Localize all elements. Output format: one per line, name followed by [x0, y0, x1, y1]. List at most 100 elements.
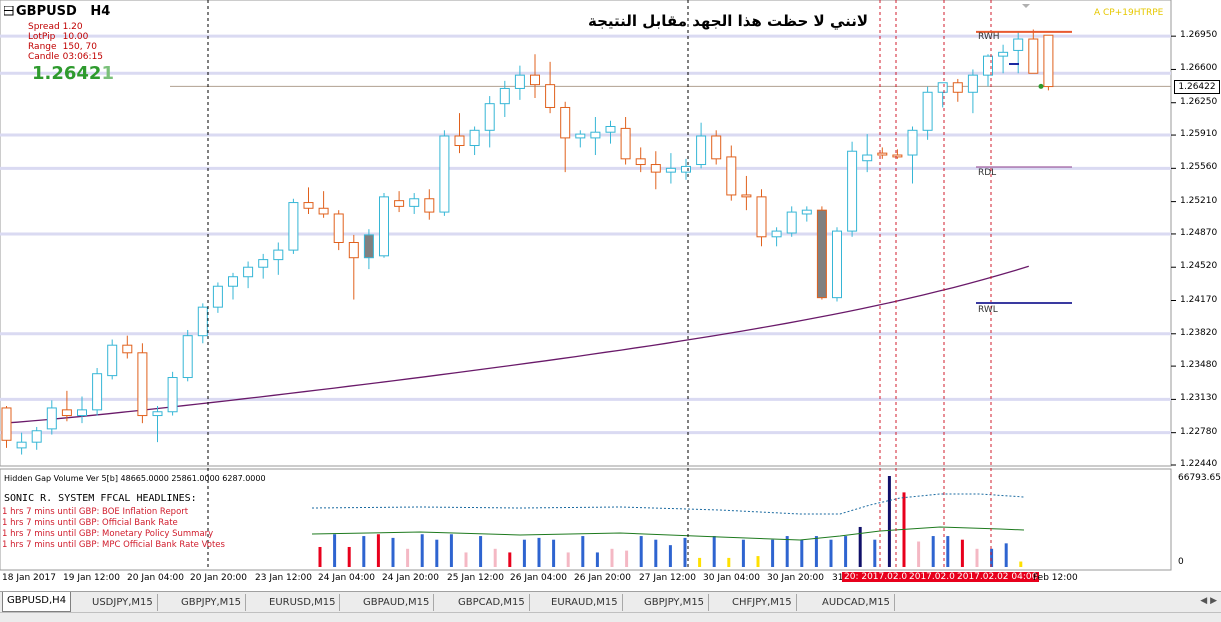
candle-body — [454, 135, 465, 147]
time-label: 18 Jan 2017 — [2, 573, 56, 583]
candle-body — [575, 133, 586, 139]
candle-body — [379, 196, 389, 257]
candle-body — [77, 409, 87, 417]
tab-usdjpy-m15[interactable]: USDJPY,M15 — [88, 594, 158, 611]
candle-body — [409, 198, 420, 207]
candle-body — [983, 55, 993, 76]
tab-gbpjpy-m15[interactable]: GBPJPY,M15 — [177, 594, 247, 611]
volume-bar — [508, 552, 512, 567]
cp-tag: A CP+19HTRPE — [1094, 8, 1164, 18]
price-tick-label: 1.26950 — [1180, 30, 1218, 41]
price-tick-label: 1.23820 — [1180, 327, 1218, 338]
volume-bar — [435, 539, 439, 567]
tab-scroll-arrows[interactable]: ◀ ▶ — [1200, 596, 1217, 606]
tab-eurusd-m15[interactable]: EURUSD,M15 — [265, 594, 341, 611]
volume-bar — [858, 526, 862, 567]
volume-bar — [493, 548, 497, 567]
tab-gbpcad-m15[interactable]: GBPCAD,M15 — [454, 594, 530, 611]
headline-item: 1 hrs 7 mins until GBP: MPC Official Ban… — [2, 540, 225, 550]
candle-body — [620, 127, 631, 160]
price-tick-label: 1.24520 — [1180, 261, 1218, 272]
volume-bar — [595, 552, 599, 567]
headline-item: 1 hrs 7 mins until GBP: Official Bank Ra… — [2, 518, 178, 528]
price-tick-label: 1.22440 — [1180, 459, 1218, 469]
candle-body — [484, 103, 495, 131]
tab-gbpaud-m15[interactable]: GBPAUD,M15 — [359, 594, 435, 611]
candle-body — [998, 51, 1009, 57]
price-tick-label: 1.25210 — [1180, 195, 1218, 206]
price-tick-label: 1.26600 — [1180, 63, 1218, 74]
volume-bar — [668, 545, 672, 567]
candle-body — [1043, 34, 1054, 88]
candle-body — [816, 209, 827, 299]
tab-gbpjpy-m15-2[interactable]: GBPJPY,M15 — [640, 594, 710, 611]
volume-bar — [537, 537, 541, 567]
volume-bar — [829, 539, 833, 567]
volume-bar — [566, 552, 570, 567]
candle-body — [197, 306, 208, 337]
candle-body — [771, 230, 782, 238]
candle-body — [318, 207, 329, 215]
volume-bar — [712, 536, 716, 567]
volume-bar — [873, 539, 877, 567]
volume-bar — [785, 536, 789, 567]
candle-body — [786, 211, 797, 234]
candle-body — [967, 74, 978, 93]
volume-bar — [975, 548, 979, 567]
tab-chfjpy-m15[interactable]: CHFJPY,M15 — [728, 594, 797, 611]
volume-bar — [931, 536, 935, 567]
time-label: Feb 12:00 — [1033, 573, 1078, 583]
shift-marker-icon — [1022, 4, 1030, 8]
candle-body — [92, 373, 103, 411]
volume-bar — [376, 534, 380, 567]
candle-body — [31, 430, 42, 443]
candle-body — [545, 84, 556, 108]
price-chart[interactable] — [0, 0, 1221, 591]
price-tick-label: 1.24870 — [1180, 227, 1218, 238]
tab-euraud-m15[interactable]: EURAUD,M15 — [547, 594, 623, 611]
volume-bar — [391, 537, 395, 567]
volume-bar — [1019, 561, 1023, 567]
time-label: 20 Jan 04:00 — [127, 573, 184, 583]
volume-bar — [1004, 543, 1008, 567]
status-bar — [0, 612, 1221, 622]
volume-bar — [318, 546, 322, 567]
price-tick-label: 1.23130 — [1180, 393, 1218, 404]
price-tick-label: 1.23480 — [1180, 360, 1218, 371]
candle-body — [952, 82, 963, 93]
time-axis: 18 Jan 2017 19 Jan 12:00 20 Jan 04:00 20… — [0, 570, 1221, 586]
time-label: 26 Jan 20:00 — [574, 573, 631, 583]
candles — [1, 29, 1054, 455]
volume-bar — [610, 548, 614, 567]
volume-bar — [654, 539, 658, 567]
volume-bar — [887, 476, 891, 567]
volume-bar — [625, 550, 629, 567]
tab-audcad-m15[interactable]: AUDCAD,M15 — [818, 594, 895, 611]
volume-bar — [917, 541, 921, 567]
candle-body — [394, 200, 405, 207]
volume-bar — [741, 539, 745, 567]
volume-bar — [522, 539, 526, 567]
time-label: 30 Jan 04:00 — [703, 573, 760, 583]
time-label: 27 Jan 12:00 — [639, 573, 696, 583]
candle-body — [273, 249, 284, 261]
price-tick-label: 1.25910 — [1180, 129, 1218, 140]
volume-bar — [844, 536, 848, 567]
candle-body — [832, 230, 842, 299]
indicator-title: Hidden Gap Volume Ver 5[b] 48665.0000 25… — [4, 474, 266, 483]
candle-body — [530, 74, 540, 86]
candle-body — [665, 167, 676, 173]
time-highlight: 20: 2017.02.01 — [842, 572, 915, 582]
volume-bar — [406, 548, 410, 567]
headlines-title: SONIC R. SYSTEM FFCAL HEADLINES: — [4, 493, 197, 504]
rwh-label: RWH — [978, 32, 1000, 42]
candle-body — [907, 129, 918, 156]
indicator-pane-frame — [0, 468, 1172, 571]
candle-body — [937, 82, 948, 93]
candle-body — [892, 154, 903, 158]
chart-tab-bar: GBPUSD,H4 USDJPY,M15 GBPJPY,M15 EURUSD,M… — [0, 591, 1221, 613]
tab-gbpusd-h4[interactable]: GBPUSD,H4 — [2, 592, 72, 612]
volume-upper-band — [311, 493, 1025, 515]
price-tick-label: 1.22780 — [1180, 426, 1218, 437]
time-highlight: 2017.02.02 04:00 — [955, 572, 1040, 582]
